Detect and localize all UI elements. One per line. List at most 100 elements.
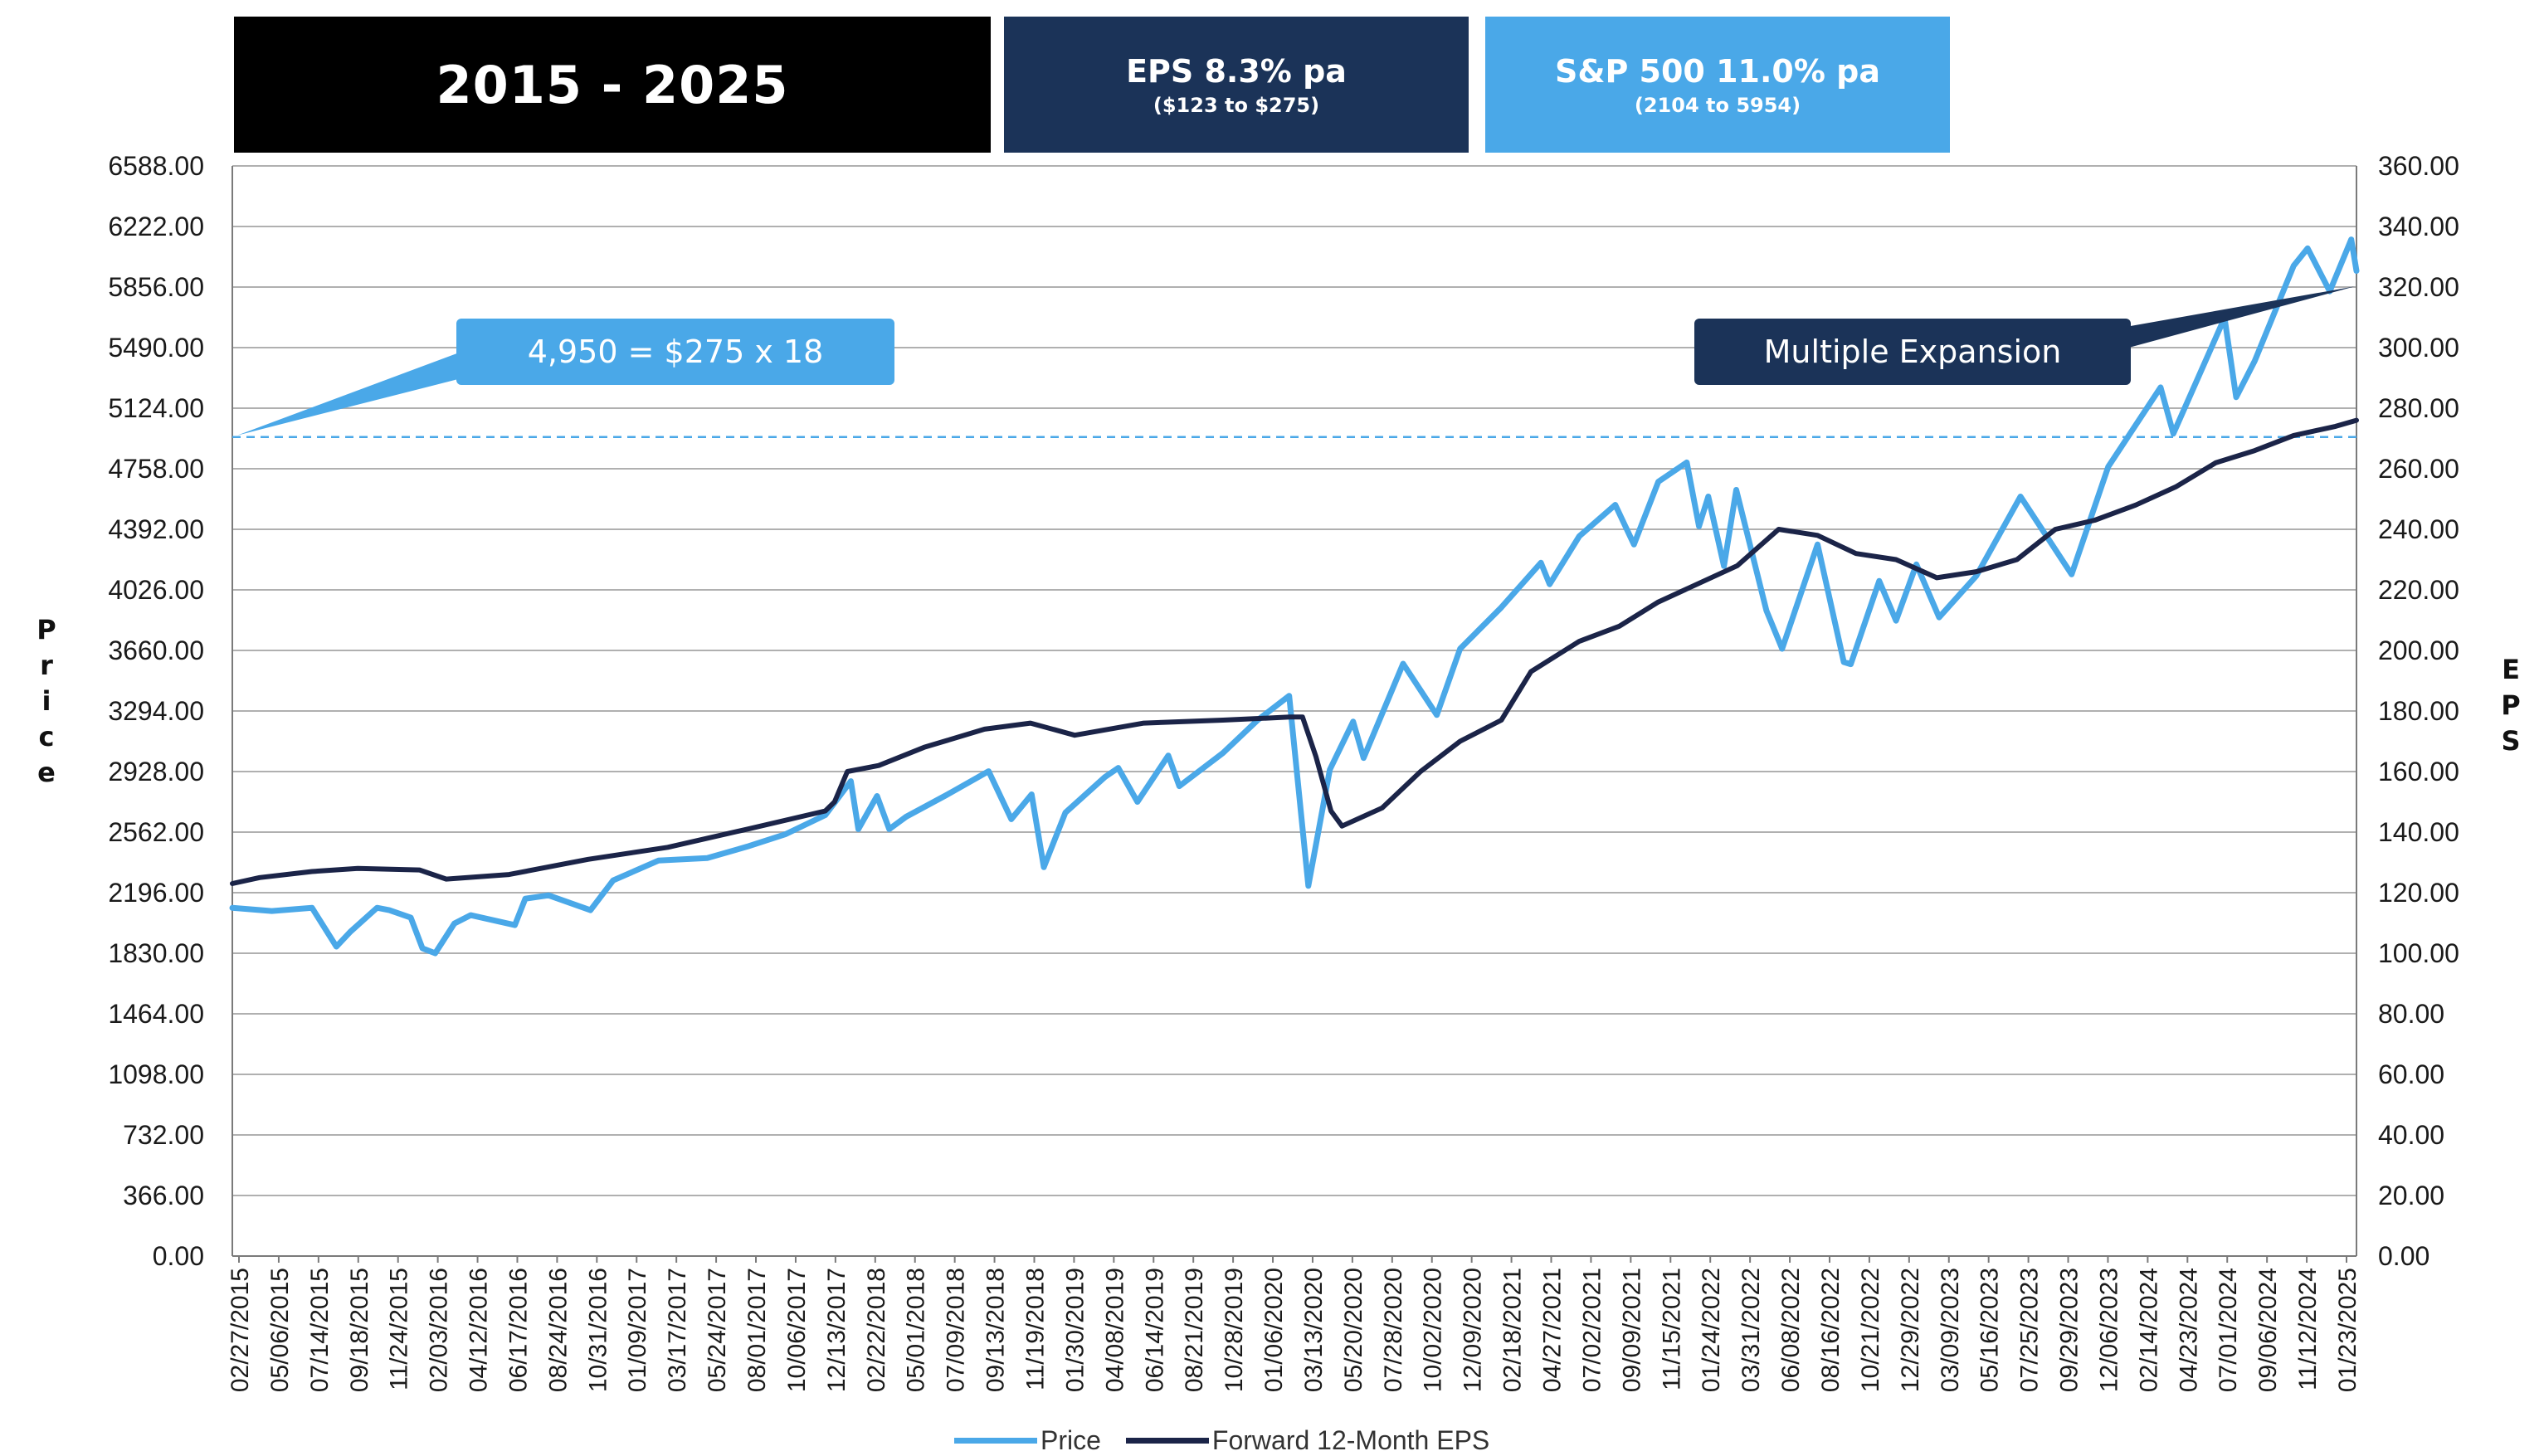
right-tick-label: 220.00: [2378, 575, 2459, 605]
left-tick-label: 3294.00: [108, 696, 204, 726]
right-tick-label: 360.00: [2378, 151, 2459, 181]
sp500-growth-range: (2104 to 5954): [1634, 94, 1801, 117]
left-tick-label: 1098.00: [108, 1059, 204, 1089]
multiple-expansion-callout: Multiple Expansion: [1694, 319, 2131, 385]
right-tick-label: 320.00: [2378, 272, 2459, 302]
x-tick-label: 04/27/2021: [1539, 1268, 1567, 1392]
x-tick-label: 04/23/2024: [2175, 1268, 2202, 1392]
x-tick-label: 10/02/2020: [1420, 1268, 1447, 1392]
left-tick-label: 5124.00: [108, 393, 204, 423]
x-tick-label: 09/18/2015: [346, 1268, 373, 1392]
left-axis-title: Price: [37, 614, 56, 788]
left-tick-label: 2928.00: [108, 757, 204, 786]
right-tick-label: 60.00: [2378, 1059, 2444, 1089]
right-tick-label: 180.00: [2378, 696, 2459, 726]
eps-growth-title: EPS 8.3% pa: [1126, 53, 1347, 90]
x-tick-label: 05/16/2023: [1976, 1268, 2004, 1392]
x-tick-label: 07/14/2015: [306, 1268, 334, 1392]
x-tick-label: 08/01/2017: [743, 1268, 771, 1392]
x-tick-label: 10/28/2019: [1221, 1268, 1248, 1392]
left-tick-label: 4026.00: [108, 575, 204, 605]
x-tick-label: 10/06/2017: [783, 1268, 811, 1392]
x-tick-label: 07/02/2021: [1578, 1268, 1606, 1392]
sp500-growth-title: S&P 500 11.0% pa: [1554, 53, 1881, 90]
x-tick-label: 10/21/2022: [1857, 1268, 1884, 1392]
x-tick-label: 01/30/2019: [1061, 1268, 1089, 1392]
right-tick-label: 120.00: [2378, 878, 2459, 908]
x-tick-label: 03/13/2020: [1300, 1268, 1328, 1392]
legend-label-price: Price: [1041, 1425, 1101, 1455]
left-tick-label: 0.00: [153, 1241, 204, 1271]
x-tick-label: 08/16/2022: [1817, 1268, 1845, 1392]
x-tick-label: 05/01/2018: [903, 1268, 930, 1392]
x-tick-label: 08/21/2019: [1181, 1268, 1208, 1392]
left-tick-label: 5856.00: [108, 272, 204, 302]
eps-series-line: [230, 417, 2359, 886]
x-tick-label: 11/19/2018: [1021, 1268, 1049, 1390]
callout-layer: [237, 286, 2355, 436]
right-axis-title: EPS: [2501, 654, 2520, 757]
legend-item-price: Price: [954, 1425, 1101, 1456]
left-tick-label: 4392.00: [108, 514, 204, 544]
left-tick-label: 366.00: [123, 1181, 204, 1210]
x-tick-label: 02/18/2021: [1499, 1268, 1527, 1392]
x-tick-label: 12/13/2017: [823, 1268, 850, 1392]
series-layer: [229, 236, 2360, 957]
right-tick-label: 300.00: [2378, 333, 2459, 363]
x-tick-label: 02/14/2024: [2135, 1268, 2162, 1392]
axis-title-letter: P: [37, 614, 56, 645]
x-tick-label: 09/29/2023: [2056, 1268, 2083, 1392]
eps-growth-range: ($123 to $275): [1153, 94, 1320, 117]
axis-title-letter: c: [39, 721, 55, 752]
legend-item-eps: Forward 12-Month EPS: [1125, 1425, 1490, 1456]
right-axis-ticks: 0.00 20.00 40.00 60.00 80.00 100.00 120.00 140.…: [2378, 151, 2459, 1271]
x-tick-label: 07/28/2020: [1380, 1268, 1407, 1392]
left-tick-label: 6588.00: [108, 151, 204, 181]
right-tick-label: 260.00: [2378, 454, 2459, 484]
x-axis-ticks: 02/27/2015 05/06/2015 07/14/2015 09/18/2015…: [227, 1256, 2361, 1392]
left-tick-label: 1830.00: [108, 938, 204, 968]
legend-label-eps: Forward 12-Month EPS: [1211, 1425, 1490, 1455]
x-tick-label: 08/24/2016: [544, 1268, 572, 1392]
left-tick-label: 2562.00: [108, 817, 204, 847]
x-tick-label: 02/03/2016: [426, 1268, 453, 1392]
price-series-line: [229, 236, 2360, 957]
x-tick-label: 04/08/2019: [1101, 1268, 1128, 1392]
x-tick-label: 05/06/2015: [266, 1268, 294, 1392]
x-tick-label: 05/20/2020: [1340, 1268, 1367, 1392]
period-box: 2015 - 2025: [234, 17, 991, 153]
x-tick-label: 06/14/2019: [1141, 1268, 1168, 1392]
axis-title-letter: E: [2502, 654, 2520, 685]
x-tick-label: 11/24/2015: [386, 1268, 413, 1390]
right-tick-label: 160.00: [2378, 757, 2459, 786]
right-tick-label: 80.00: [2378, 999, 2444, 1029]
left-tick-label: 2196.00: [108, 878, 204, 908]
valuation-callout: 4,950 = $275 x 18: [456, 319, 894, 385]
axis-title-letter: P: [2501, 689, 2520, 721]
left-tick-label: 5490.00: [108, 333, 204, 363]
right-tick-label: 20.00: [2378, 1181, 2444, 1210]
left-tick-label: 3660.00: [108, 635, 204, 665]
right-tick-label: 340.00: [2378, 212, 2459, 241]
x-tick-label: 09/06/2024: [2254, 1268, 2282, 1392]
valuation-callout-pointer: [237, 352, 461, 436]
right-tick-label: 240.00: [2378, 514, 2459, 544]
eps-growth-box: EPS 8.3% pa ($123 to $275): [1004, 17, 1469, 153]
x-tick-label: 02/27/2015: [227, 1268, 254, 1392]
x-tick-label: 04/12/2016: [465, 1268, 493, 1392]
axis-title-letter: r: [40, 650, 53, 681]
x-tick-label: 07/01/2024: [2215, 1268, 2242, 1392]
x-tick-label: 07/25/2023: [2016, 1268, 2044, 1392]
x-tick-label: 01/24/2022: [1698, 1268, 1725, 1392]
axis-title-letter: S: [2501, 725, 2520, 757]
left-axis-ticks: 0.00 366.00 732.00 1098.00 1464.00 1830.00 219…: [108, 151, 204, 1271]
x-tick-label: 09/09/2021: [1618, 1268, 1645, 1392]
chart-legend: Price Forward 12-Month EPS: [954, 1425, 1514, 1456]
x-tick-label: 03/17/2017: [664, 1268, 691, 1392]
right-tick-label: 100.00: [2378, 938, 2459, 968]
axes: [231, 166, 2357, 1257]
right-tick-label: 200.00: [2378, 635, 2459, 665]
x-tick-label: 06/17/2016: [504, 1268, 532, 1392]
x-tick-label: 01/06/2020: [1260, 1268, 1288, 1392]
